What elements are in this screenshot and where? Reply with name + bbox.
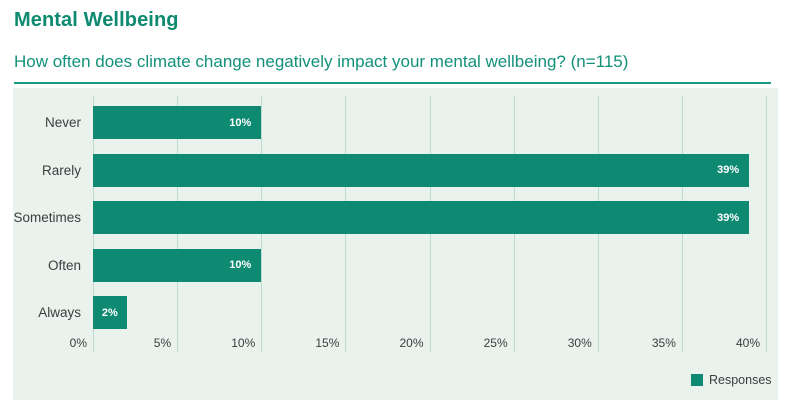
x-axis-tick-label-25%: 25% [483, 336, 508, 350]
bar-often: 10% [93, 248, 262, 282]
x-axis-tick-label-10%: 10% [231, 336, 256, 350]
category-label-sometimes: Sometimes [13, 210, 81, 225]
bar-never: 10% [93, 106, 262, 139]
x-axis-tick-label-40%: 40% [735, 336, 760, 350]
x-axis-tick-label-15%: 15% [315, 336, 340, 350]
x-axis-tick-label-5%: 5% [153, 336, 172, 350]
chart-panel: Never 10% Rarely 39% Sometimes 39% Often 10% Alw… [13, 88, 778, 400]
bar-always: 2% [93, 296, 127, 329]
category-label-rarely: Rarely [41, 162, 81, 178]
x-axis-tick-label-30%: 30% [567, 336, 592, 350]
bar-rarely: 39% [93, 153, 750, 187]
legend-swatch-icon [691, 374, 703, 386]
chart-question-title: How often does climate change negatively… [14, 52, 629, 71]
bar-value-label-always: 2% [101, 306, 118, 319]
section-title: Mental Wellbeing [14, 9, 179, 31]
legend-series-label: Responses [709, 373, 772, 387]
category-label-never: Never [44, 115, 81, 130]
bar-value-label-often: 10% [229, 259, 252, 271]
category-label-always: Always [38, 305, 81, 320]
gridline-40% [766, 96, 767, 352]
bar-sometimes: 39% [93, 201, 750, 234]
title-underline-rule [14, 82, 771, 84]
category-label-often: Often [47, 257, 81, 273]
x-axis-tick-label-0%: 0% [69, 336, 87, 350]
bar-value-label-rarely: 39% [717, 164, 740, 176]
chart-legend: Responses [691, 373, 772, 387]
x-axis-tick-label-20%: 20% [399, 336, 424, 350]
x-axis-tick-label-35%: 35% [651, 336, 676, 350]
bar-value-label-sometimes: 39% [717, 211, 740, 224]
bar-value-label-never: 10% [229, 116, 252, 129]
